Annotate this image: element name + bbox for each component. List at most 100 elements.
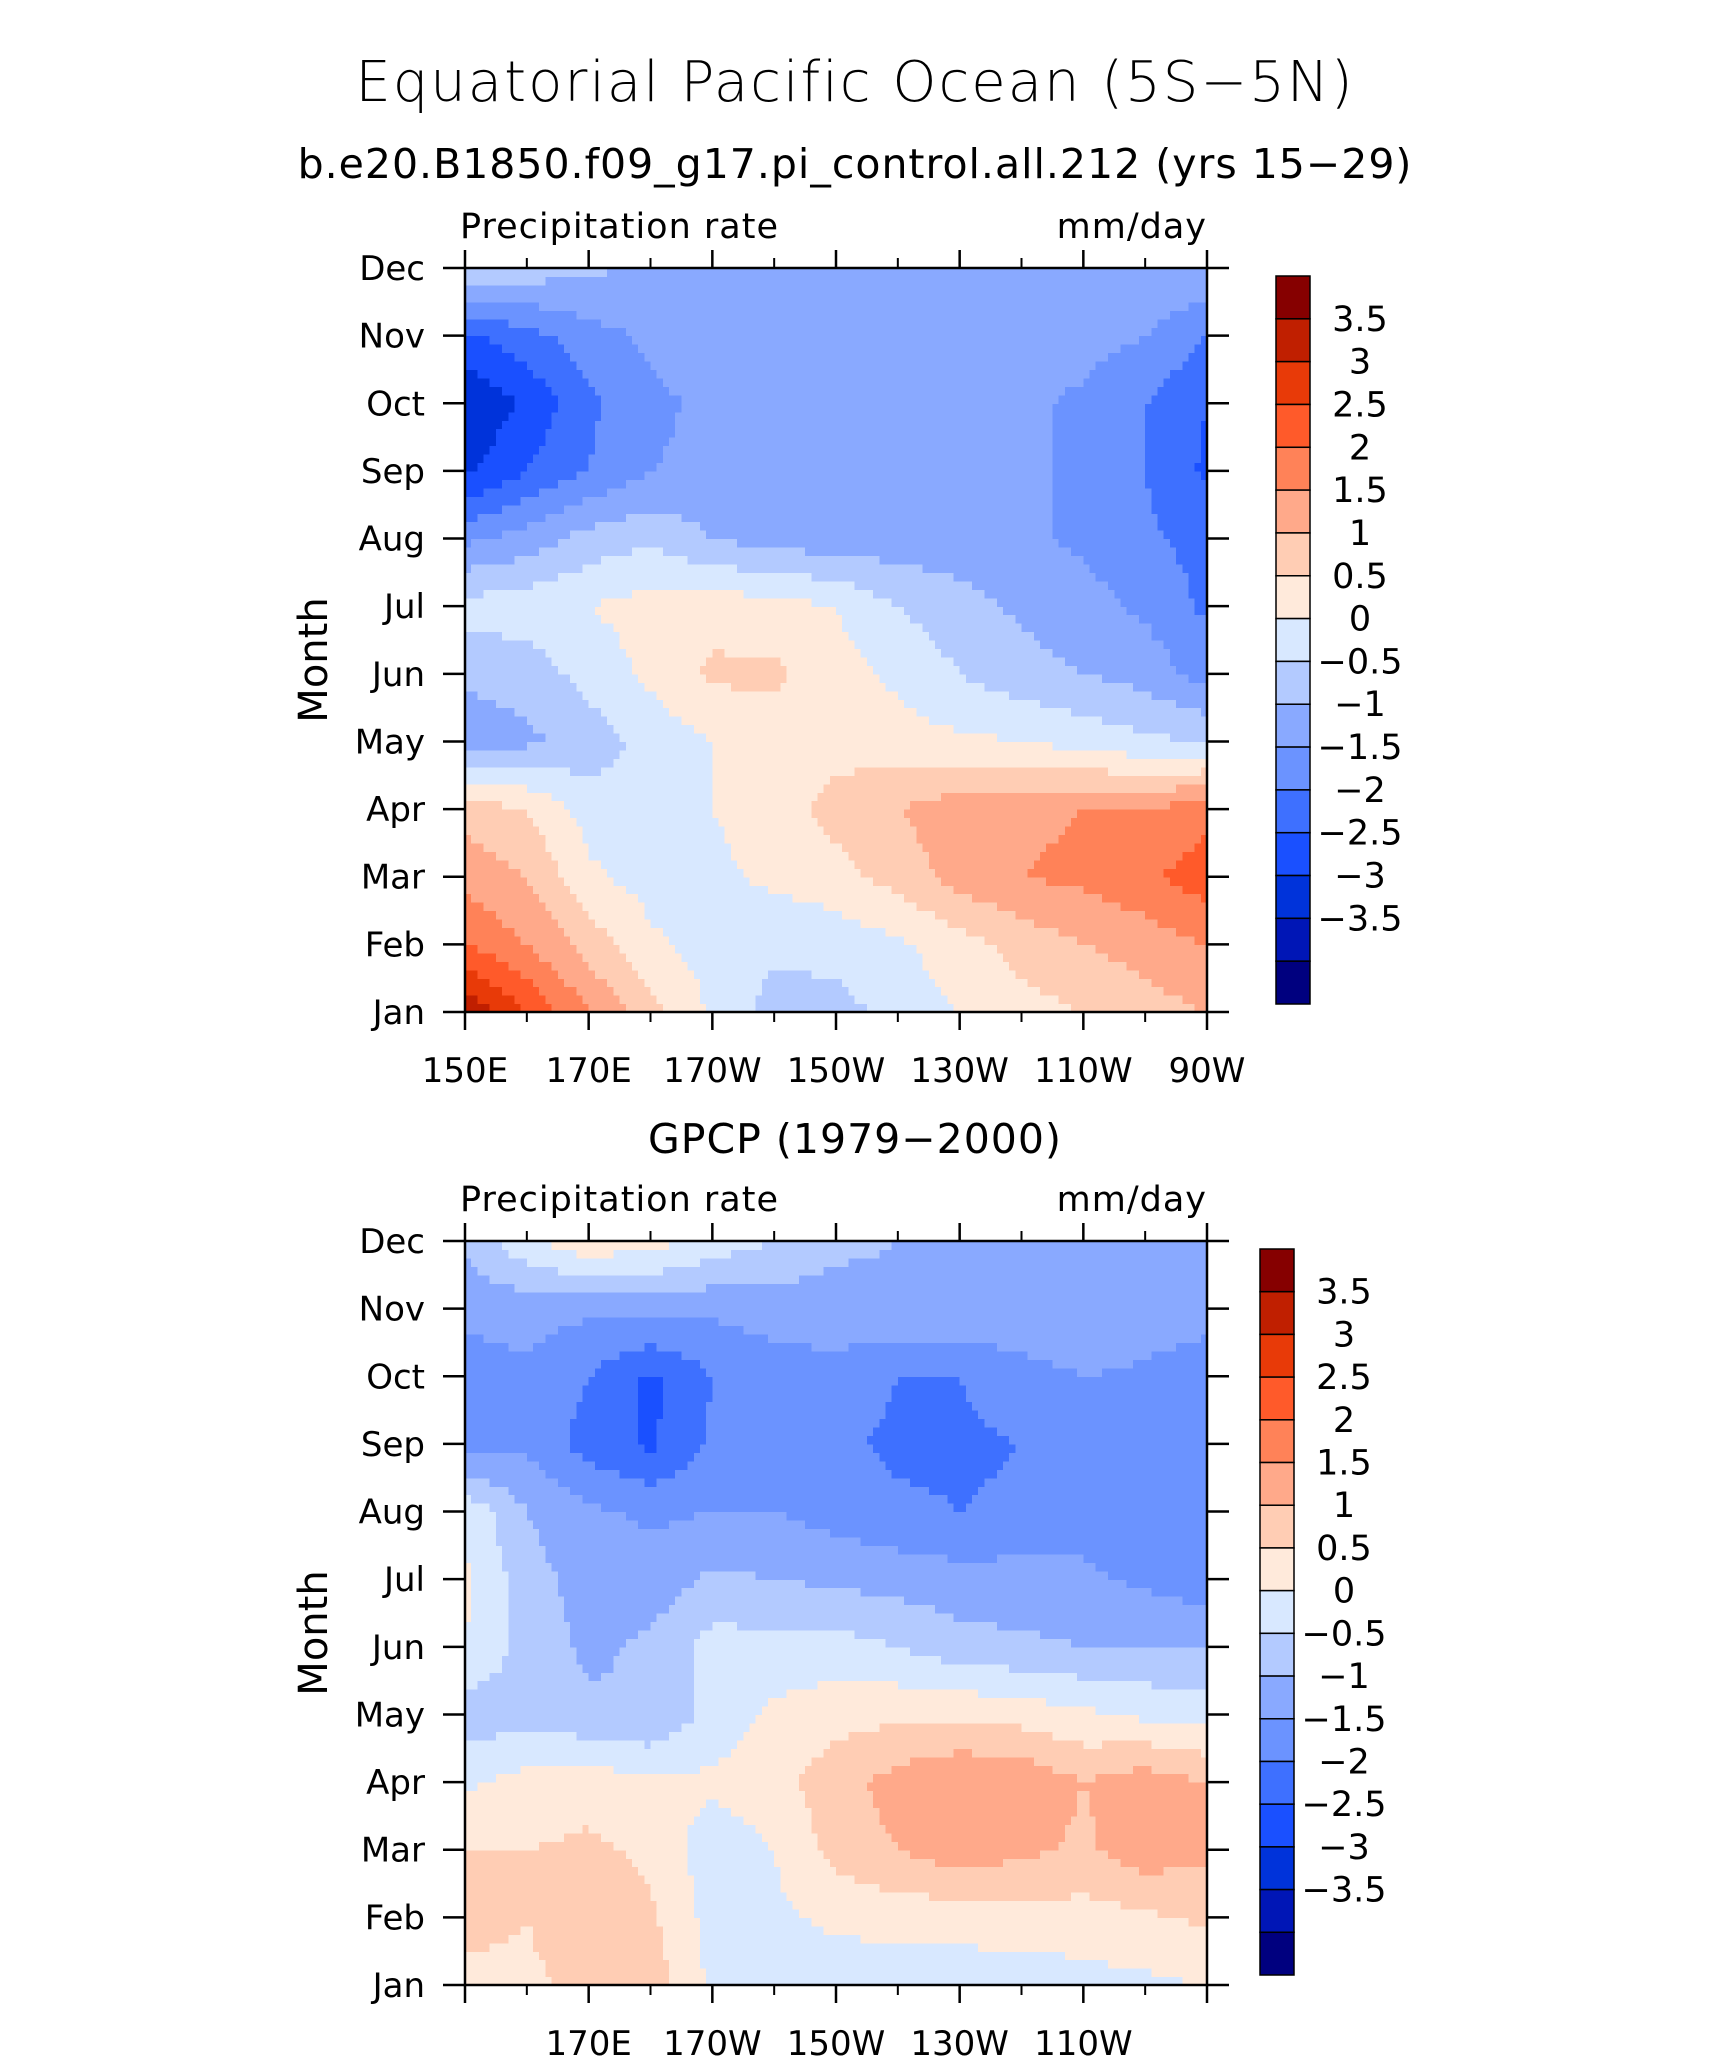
heatmap-cell: [743, 750, 750, 759]
heatmap-cell: [638, 699, 645, 708]
heatmap-cell: [657, 936, 664, 945]
heatmap-cell: [978, 708, 985, 717]
heatmap-cell: [873, 784, 880, 793]
heatmap-cell: [719, 834, 726, 843]
heatmap-cell: [570, 970, 577, 979]
heatmap-cell: [1071, 775, 1078, 784]
heatmap-cell: [743, 792, 750, 801]
heatmap-cell: [842, 691, 849, 700]
heatmap-cell: [514, 708, 521, 717]
heatmap-cell: [848, 843, 855, 852]
heatmap-cell: [644, 665, 651, 674]
heatmap-cell: [1003, 733, 1010, 742]
heatmap-cell: [502, 894, 509, 903]
heatmap-cell: [1145, 936, 1152, 945]
heatmap-cell: [984, 936, 991, 945]
heatmap-cell: [582, 843, 589, 852]
heatmap-cell: [527, 801, 534, 810]
heatmap-cell: [1083, 860, 1090, 869]
heatmap-cell: [842, 961, 849, 970]
heatmap-cell: [1170, 978, 1177, 987]
heatmap-cell: [1188, 708, 1195, 717]
heatmap-cell: [589, 919, 596, 928]
heatmap-cell: [879, 750, 886, 759]
heatmap-cell: [688, 708, 695, 717]
heatmap-cell: [1108, 708, 1115, 717]
heatmap-cell: [1158, 767, 1165, 776]
heatmap-cell: [490, 750, 497, 759]
heatmap-cell: [923, 936, 930, 945]
heatmap-cell: [613, 657, 620, 666]
heatmap-cell: [601, 927, 608, 936]
heatmap-cell: [1046, 927, 1053, 936]
heatmap-cell: [1022, 784, 1029, 793]
heatmap-cell: [576, 691, 583, 700]
heatmap-cell: [484, 953, 491, 962]
heatmap-cell: [477, 818, 484, 827]
heatmap-cell: [984, 767, 991, 776]
heatmap-cell: [861, 716, 868, 725]
heatmap-cell: [681, 691, 688, 700]
heatmap-cell: [533, 665, 540, 674]
heatmap-cell: [1188, 978, 1195, 987]
heatmap-cell: [743, 733, 750, 742]
heatmap-cell: [1083, 691, 1090, 700]
heatmap-cell: [675, 834, 682, 843]
heatmap-cell: [1046, 784, 1053, 793]
heatmap-cell: [552, 877, 559, 886]
heatmap-cell: [1071, 699, 1078, 708]
heatmap-cell: [978, 826, 985, 835]
heatmap-cell: [1096, 682, 1103, 691]
heatmap-cell: [910, 944, 917, 953]
heatmap-cell: [1083, 961, 1090, 970]
heatmap-cell: [1195, 927, 1202, 936]
heatmap-cell: [1034, 741, 1041, 750]
heatmap-cell: [700, 665, 707, 674]
heatmap-cell: [953, 767, 960, 776]
heatmap-cell: [694, 936, 701, 945]
heatmap-cell: [768, 750, 775, 759]
heatmap-cell: [774, 860, 781, 869]
heatmap-cell: [681, 987, 688, 996]
heatmap-cell: [1052, 961, 1059, 970]
heatmap-cell: [558, 792, 565, 801]
heatmap-cell: [607, 944, 614, 953]
heatmap-cell: [1009, 725, 1016, 734]
heatmap-cell: [1151, 911, 1158, 920]
heatmap-cell: [830, 826, 837, 835]
heatmap-cell: [960, 826, 967, 835]
heatmap-cell: [904, 987, 911, 996]
heatmap-cell: [1083, 902, 1090, 911]
heatmap-cell: [694, 970, 701, 979]
heatmap-cell: [898, 699, 905, 708]
heatmap-cell: [688, 902, 695, 911]
heatmap-cell: [1188, 877, 1195, 886]
heatmap-cell: [521, 682, 528, 691]
heatmap-cell: [1022, 733, 1029, 742]
heatmap-cell: [1151, 970, 1158, 979]
heatmap-cell: [743, 919, 750, 928]
heatmap-cell: [817, 775, 824, 784]
heatmap-cell: [743, 885, 750, 894]
heatmap-cell: [861, 843, 868, 852]
heatmap-cell: [805, 826, 812, 835]
heatmap-cell: [1158, 987, 1165, 996]
heatmap-cell: [484, 674, 491, 683]
heatmap-cell: [1188, 851, 1195, 860]
heatmap-cell: [1059, 691, 1066, 700]
heatmap-cell: [1065, 767, 1072, 776]
heatmap-cell: [898, 809, 905, 818]
heatmap-cell: [688, 674, 695, 683]
heatmap-cell: [731, 860, 738, 869]
heatmap-cell: [836, 784, 843, 793]
heatmap-cell: [1046, 978, 1053, 987]
heatmap-cell: [1182, 995, 1189, 1004]
heatmap-cell: [997, 927, 1004, 936]
heatmap-cell: [762, 708, 769, 717]
heatmap-cell: [613, 911, 620, 920]
heatmap-cell: [1071, 843, 1078, 852]
heatmap-cell: [1164, 708, 1171, 717]
heatmap-cell: [756, 708, 763, 717]
heatmap-cell: [916, 944, 923, 953]
heatmap-cell: [626, 750, 633, 759]
